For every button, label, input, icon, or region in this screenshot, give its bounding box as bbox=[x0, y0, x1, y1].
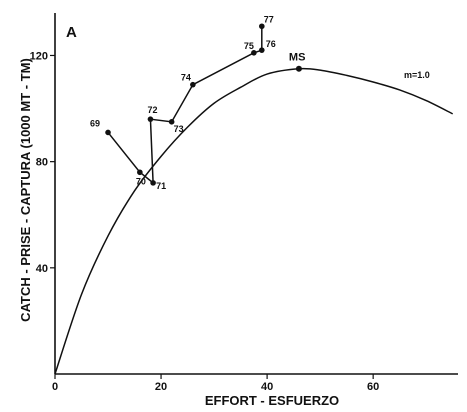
data-point-label-74: 74 bbox=[181, 73, 191, 83]
trajectory-line bbox=[107, 26, 263, 185]
data-point-label-71: 71 bbox=[156, 181, 166, 191]
y-tick-label: 80 bbox=[36, 157, 48, 169]
data-point-75 bbox=[251, 50, 257, 56]
data-point-72 bbox=[147, 116, 154, 122]
peak-label: MS bbox=[289, 52, 306, 64]
y-tick-label: 40 bbox=[36, 263, 48, 275]
x-tick-label: 0 bbox=[52, 381, 58, 393]
y-tick-label: 120 bbox=[30, 50, 48, 62]
ticks: 0 20 40 60 40 80 120 bbox=[30, 50, 380, 393]
data-points: 69 70 71 72 73 74 75 76 77 bbox=[90, 14, 302, 191]
data-point-label-72: 72 bbox=[147, 105, 157, 115]
x-tick-label: 60 bbox=[367, 381, 379, 393]
fitted-curve bbox=[54, 67, 454, 375]
data-point-74 bbox=[190, 81, 196, 88]
plot-area: 0 20 40 60 40 80 120 69 70 71 72 73 74 75 76 77 bbox=[30, 13, 458, 393]
panel-label: A bbox=[66, 24, 77, 41]
curve-label: m=1.0 bbox=[404, 70, 430, 80]
data-point-label-69: 69 bbox=[90, 118, 100, 128]
x-tick-label: 40 bbox=[261, 381, 273, 393]
data-point-label-70: 70 bbox=[136, 176, 146, 186]
data-point-label-73: 73 bbox=[174, 124, 184, 134]
data-point-71 bbox=[150, 180, 156, 186]
data-point-76 bbox=[259, 47, 265, 53]
peak-point bbox=[295, 65, 302, 72]
data-point-70 bbox=[137, 169, 143, 176]
x-tick-label: 20 bbox=[155, 381, 167, 393]
data-point-label-75: 75 bbox=[244, 41, 254, 51]
data-point-69 bbox=[105, 129, 111, 136]
data-point-73 bbox=[168, 119, 175, 125]
data-point-label-77: 77 bbox=[264, 14, 274, 24]
x-axis-title: EFFORT - ESFUERZO bbox=[205, 393, 339, 408]
data-point-77 bbox=[259, 23, 265, 30]
y-axis-title: CATCH - PRISE - CAPTURA (1000 MT - TM) bbox=[18, 58, 33, 322]
data-point-label-76: 76 bbox=[266, 39, 276, 49]
